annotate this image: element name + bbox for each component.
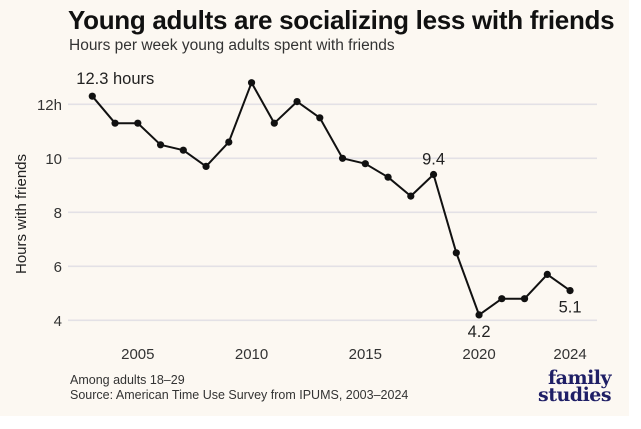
data-point-2017 [407,192,415,200]
y-tick-label: 4 [54,313,62,330]
data-point-2003 [88,92,96,100]
y-axis-label: Hours with friends [13,154,30,274]
data-point-2019 [452,249,460,257]
data-point-2007 [179,146,187,154]
chart-subtitle: Hours per week young adults spent with f… [69,37,395,54]
y-tick-label: 10 [45,151,62,168]
data-point-2012 [293,98,301,106]
data-point-2011 [270,119,278,127]
annotation-label: 9.4 [422,151,445,169]
x-tick-label: 2024 [553,346,586,363]
y-axis-ticks: 4 6 8 10 12h [37,97,62,330]
data-point-2022 [520,295,529,303]
x-tick-label: 2010 [235,346,268,363]
data-point-2009 [225,138,233,146]
annotation-label: 4.2 [468,323,491,341]
data-point-2023 [543,270,551,278]
x-axis-ticks: 2005 2010 2015 2020 2024 [121,346,587,363]
annotation-label: 12.3 hours [76,70,154,88]
series-line [91,81,571,316]
logo-line-studies: studies [538,384,612,406]
data-point-2004 [111,119,119,127]
chart-card: Young adults are socializing less with f… [0,0,629,416]
line-chart: 4 6 8 10 12h 2005 2010 2015 2020 2024 Hours with… [13,70,597,363]
data-point-2018 [429,170,438,179]
annotation-label: 5.1 [559,299,582,317]
data-points [88,79,574,319]
x-tick-label: 2020 [462,346,495,363]
chart-title: Young adults are socializing less with f… [68,5,615,35]
data-point-2014 [338,154,347,162]
y-tick-label: 8 [54,205,62,222]
data-point-2016 [384,173,392,181]
data-point-2013 [316,114,324,122]
y-tick-label: 6 [54,259,62,276]
data-point-2010 [247,79,256,87]
gridlines [68,103,597,322]
logo-line-family: family [548,367,612,389]
source-note: Source: American Time Use Survey from IP… [70,388,409,402]
data-point-2005 [134,119,142,127]
population-note: Among adults 18–29 [70,373,185,387]
data-point-2021 [498,295,506,303]
x-tick-label: 2015 [349,346,382,363]
data-point-2015 [361,160,369,168]
data-point-2008 [202,162,210,170]
y-tick-label: 12h [37,97,62,114]
data-point-2024 [566,287,574,295]
x-tick-label: 2005 [121,346,154,363]
family-studies-logo: family studies [538,367,612,406]
data-point-2020 [475,311,483,319]
series-line-path [91,81,571,316]
data-point-2006 [156,141,165,149]
annotations: 12.3 hours 9.4 4.2 5.1 [76,70,581,341]
